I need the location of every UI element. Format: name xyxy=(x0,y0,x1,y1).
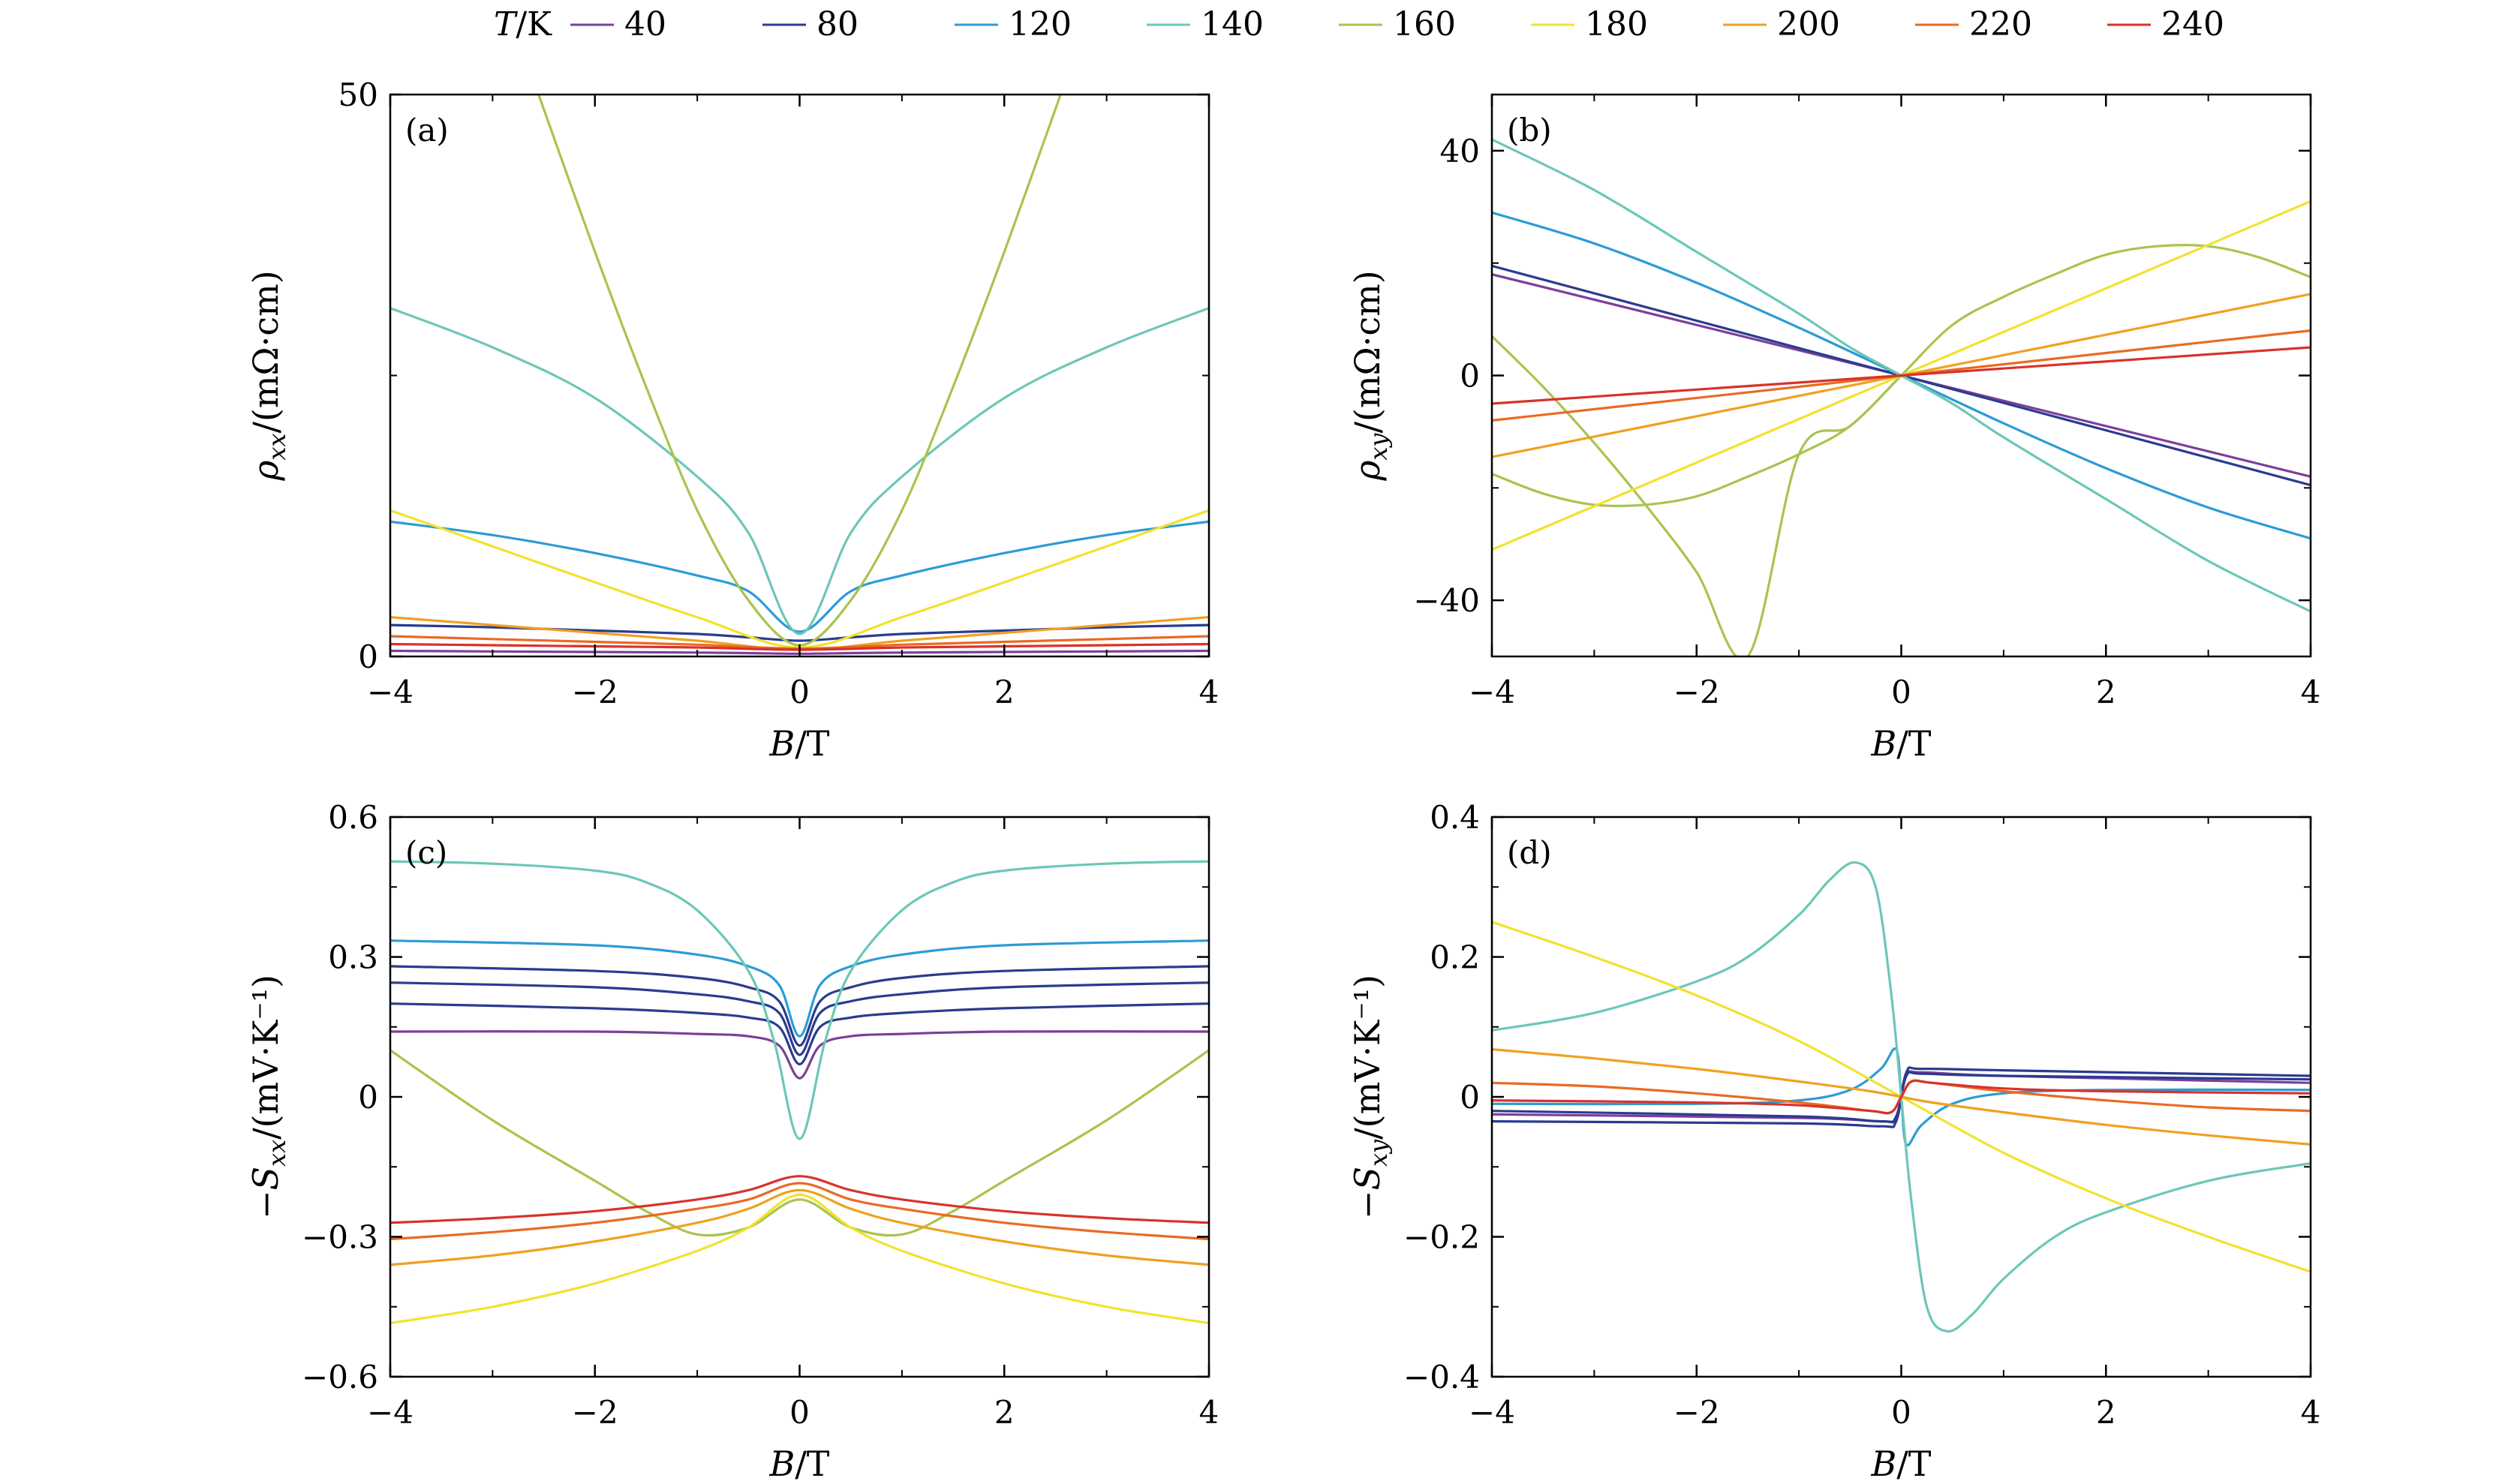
panel-label: (c) xyxy=(405,834,447,871)
series-line-160 xyxy=(390,1049,1209,1237)
y-tick-label: 0 xyxy=(358,638,378,675)
series-line-120 xyxy=(390,939,1209,1038)
x-tick-label: 4 xyxy=(2301,1394,2321,1431)
y-tick-label: −40 xyxy=(1413,582,1480,619)
y-tick-label: 0.2 xyxy=(1430,939,1480,976)
series-line-120 xyxy=(390,520,1209,633)
series-line-140 xyxy=(390,307,1209,635)
plot-frame xyxy=(389,93,1210,658)
legend-title-var: T xyxy=(494,5,519,44)
x-tick-label: 2 xyxy=(2096,674,2116,710)
series-line-180 xyxy=(390,1193,1209,1325)
series-line-80b xyxy=(390,981,1209,1056)
x-tick-label: −2 xyxy=(1673,1394,1720,1431)
y-tick-label: 0.4 xyxy=(1430,799,1480,836)
series-line-160b xyxy=(1492,374,1902,508)
y-tick-label: 40 xyxy=(1440,133,1480,170)
series-group xyxy=(1492,861,2311,1333)
x-axis-label: B/T xyxy=(1871,723,1932,764)
x-tick-label: 0 xyxy=(789,674,810,710)
y-tick-label: −0.6 xyxy=(302,1359,378,1395)
series-line-200 xyxy=(390,1188,1209,1266)
x-tick-label: 2 xyxy=(994,674,1015,710)
x-tick-label: −4 xyxy=(367,1394,413,1431)
y-axis-label: −Sxy/(mV·K⁻¹) xyxy=(1347,975,1393,1219)
series-line-240 xyxy=(390,1175,1209,1224)
series-line-40 xyxy=(390,1030,1209,1080)
series-line-80 xyxy=(390,1002,1209,1066)
legend-label-40: 40 xyxy=(624,5,666,44)
series-group xyxy=(390,95,1209,655)
y-tick-label: 50 xyxy=(338,77,378,113)
y-tick-label: 0.3 xyxy=(328,939,378,976)
y-tick-label: −0.4 xyxy=(1403,1359,1480,1395)
series-line-220 xyxy=(390,1182,1209,1241)
legend: T/K 40 80 120 140 160 180 200 220 240 xyxy=(494,5,2224,44)
y-tick-label: −0.2 xyxy=(1403,1219,1480,1256)
x-tick-label: −4 xyxy=(1469,1394,1515,1431)
panel-2: −4 −2 0 2 4 −0.6 −0.3 0 0.3 0.6 (c) B/T −Sxx/(mV·K⁻¹… xyxy=(245,799,1219,1484)
x-tick-label: 2 xyxy=(2096,1394,2116,1431)
series-line-160 xyxy=(537,95,1062,647)
y-tick-label: 0.6 xyxy=(328,799,378,836)
series-line-80c xyxy=(390,965,1209,1047)
panel-1: −4 −2 0 2 4 −40 0 40 (b) B/T ρxy/(mΩ·cm) xyxy=(1347,93,2321,764)
plot-frame xyxy=(389,816,1210,1378)
x-tick-label: 0 xyxy=(1891,1394,1911,1431)
y-axis-label: ρxx/(mΩ·cm) xyxy=(245,270,291,481)
legend-label-80: 80 xyxy=(816,5,859,44)
y-tick-label: 0 xyxy=(1460,1079,1480,1116)
panel-label: (b) xyxy=(1507,112,1552,149)
legend-label-120: 120 xyxy=(1009,5,1072,44)
panel-0: −4 −2 0 2 4 0 50 (a) B/T ρxx/(mΩ·cm) xyxy=(245,77,1219,764)
x-axis-label: B/T xyxy=(769,723,830,764)
legend-title: T/K xyxy=(494,5,552,44)
x-tick-label: 0 xyxy=(789,1394,810,1431)
x-axis-label: B/T xyxy=(769,1443,830,1484)
series-group xyxy=(390,860,1209,1325)
legend-label-180: 180 xyxy=(1585,5,1648,44)
series-group xyxy=(1492,138,2311,656)
legend-label-220: 220 xyxy=(1969,5,2032,44)
x-tick-label: −4 xyxy=(367,674,413,710)
x-tick-label: 2 xyxy=(994,1394,1015,1431)
panel-label: (d) xyxy=(1507,834,1552,871)
legend-title-unit: /K xyxy=(516,5,552,44)
x-tick-label: −2 xyxy=(572,674,618,710)
series-line-240 xyxy=(1492,1079,2311,1115)
legend-label-140: 140 xyxy=(1201,5,1264,44)
x-tick-label: −4 xyxy=(1469,674,1515,710)
x-tick-label: 4 xyxy=(2301,674,2321,710)
y-tick-label: −0.3 xyxy=(302,1219,378,1256)
series-line-240 xyxy=(1492,346,2311,405)
y-axis-label: ρxy/(mΩ·cm) xyxy=(1347,270,1393,481)
x-tick-label: −2 xyxy=(1673,674,1720,710)
series-line-140 xyxy=(390,860,1209,1140)
legend-label-160: 160 xyxy=(1393,5,1456,44)
x-tick-label: 0 xyxy=(1891,674,1911,710)
legend-label-200: 200 xyxy=(1777,5,1840,44)
y-axis-label: −Sxx/(mV·K⁻¹) xyxy=(245,975,291,1219)
x-tick-label: 4 xyxy=(1199,674,1219,710)
y-tick-label: 0 xyxy=(358,1079,378,1116)
x-tick-label: 4 xyxy=(1199,1394,1219,1431)
y-tick-label: 0 xyxy=(1460,358,1480,395)
panel-label: (a) xyxy=(405,112,449,149)
panel-3: −4 −2 0 2 4 −0.4 −0.2 0 0.2 0.4 (d) B/T −Sxy/(mV·K⁻¹… xyxy=(1347,799,2320,1484)
x-tick-label: −2 xyxy=(572,1394,618,1431)
legend-label-240: 240 xyxy=(2161,5,2224,44)
x-axis-label: B/T xyxy=(1871,1443,1932,1484)
